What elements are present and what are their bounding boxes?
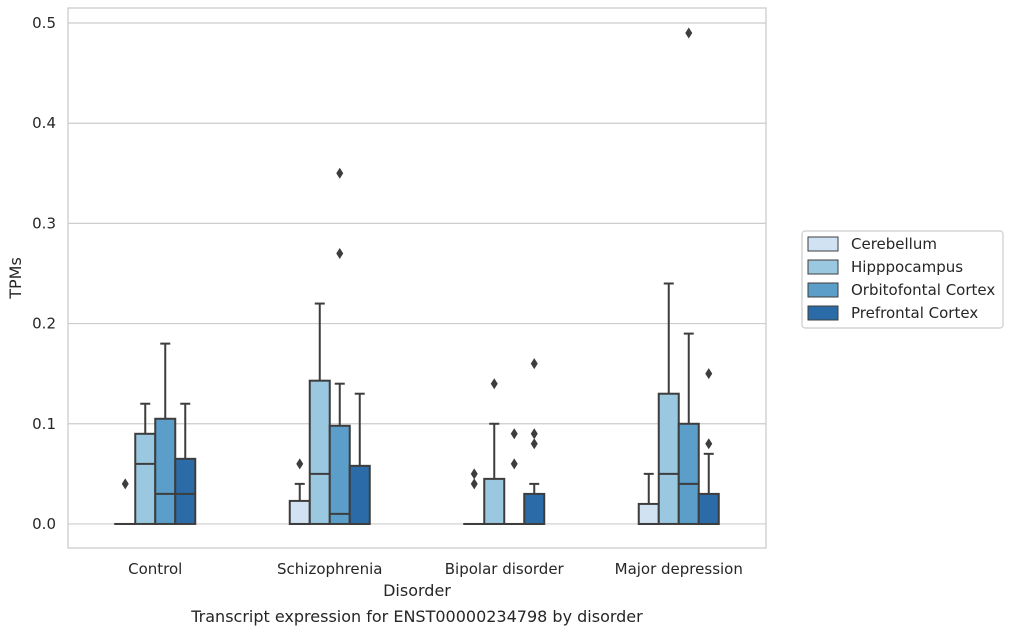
- box-hipppocampus: [308, 302, 331, 525]
- x-tick-label: Control: [128, 560, 182, 578]
- outlier-point: [490, 378, 498, 390]
- box-iqr: [697, 492, 720, 525]
- y-tick-label: 0.1: [32, 415, 56, 433]
- box-iqr: [288, 499, 311, 525]
- y-tick-label: 0.4: [32, 114, 56, 132]
- y-axis-label: TPMs: [6, 257, 25, 300]
- outlier-point: [336, 167, 344, 179]
- outlier-point: [705, 368, 713, 380]
- outlier-point: [685, 27, 693, 39]
- y-tick-label: 0.0: [32, 515, 56, 533]
- outlier-point: [296, 458, 304, 470]
- box-iqr: [134, 432, 157, 525]
- box-orbitofontal-cortex: [677, 27, 700, 525]
- outlier-point: [530, 358, 538, 370]
- box-orbitofontal-cortex: [503, 428, 526, 525]
- legend-swatch: [807, 236, 839, 252]
- y-tick-labels: 0.0 0.1 0.2 0.3 0.4 0.5: [32, 14, 56, 533]
- y-tick-label: 0.5: [32, 14, 56, 32]
- legend-entry-label: Prefrontal Cortex: [851, 304, 978, 322]
- outlier-point: [530, 428, 538, 440]
- box-orbitofontal-cortex: [154, 342, 177, 525]
- outlier-point: [705, 438, 713, 450]
- box-iqr: [308, 379, 331, 525]
- legend-swatch: [807, 259, 839, 275]
- x-axis-label: Disorder: [383, 581, 451, 600]
- outlier-point: [121, 478, 129, 490]
- chart-caption: Transcript expression for ENST0000023479…: [190, 607, 643, 626]
- box-iqr: [523, 492, 546, 525]
- x-tick-label: Major depression: [615, 560, 743, 578]
- box-iqr: [348, 464, 371, 525]
- box-orbitofontal-cortex: [328, 167, 351, 525]
- box-iqr: [677, 422, 700, 525]
- legend-swatch: [807, 282, 839, 298]
- box-prefrontal-cortex: [697, 368, 720, 525]
- outlier-point: [336, 247, 344, 259]
- outlier-point: [470, 468, 478, 480]
- box-prefrontal-cortex: [174, 402, 197, 525]
- box-prefrontal-cortex: [523, 358, 546, 525]
- box-iqr: [328, 424, 351, 525]
- outlier-point: [470, 478, 478, 490]
- x-tick-labels: Control Schizophrenia Bipolar disorder Majo…: [128, 560, 743, 578]
- box-cerebellum: [288, 458, 311, 525]
- box-iqr: [154, 417, 177, 525]
- x-tick-label: Schizophrenia: [277, 560, 382, 578]
- legend-swatch: [807, 305, 839, 321]
- legend-entry-label: Orbitofontal Cortex: [851, 281, 995, 299]
- outlier-point: [510, 458, 518, 470]
- plot-frame: [67, 7, 767, 549]
- box-iqr: [483, 477, 506, 525]
- box-prefrontal-cortex: [348, 392, 371, 525]
- box-hipppocampus: [483, 378, 506, 525]
- legend-entry-label: Cerebellum: [851, 235, 937, 253]
- y-tick-label: 0.3: [32, 214, 56, 232]
- outlier-point: [510, 428, 518, 440]
- x-tick-label: Bipolar disorder: [445, 560, 565, 578]
- box-iqr: [637, 502, 660, 525]
- box-iqr: [174, 457, 197, 525]
- legend: Cerebellum Hipppocampus Orbitofontal Corte…: [801, 230, 1004, 329]
- boxes-layer: [114, 27, 720, 525]
- outlier-point: [530, 438, 538, 450]
- y-tick-label: 0.2: [32, 315, 56, 333]
- legend-entry-label: Hipppocampus: [851, 258, 963, 276]
- legend-frame: [801, 230, 1004, 329]
- box-iqr: [657, 392, 680, 525]
